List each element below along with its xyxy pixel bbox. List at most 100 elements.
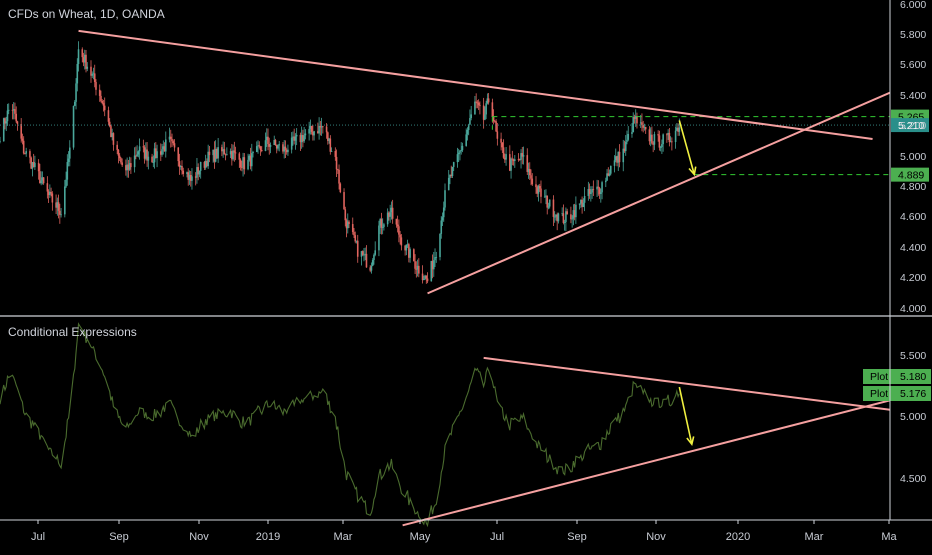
candle-body	[355, 240, 358, 242]
candle-body	[224, 154, 227, 156]
candle-body	[391, 207, 394, 219]
candle-body	[353, 232, 355, 236]
candle-body	[459, 150, 461, 153]
candle-body	[40, 180, 42, 184]
candle-body	[335, 156, 338, 170]
candle-body	[329, 138, 332, 152]
candle-body	[626, 139, 628, 142]
candle-body	[107, 110, 110, 122]
candle-body	[268, 144, 271, 147]
candle-body	[232, 150, 234, 160]
candle-body	[98, 89, 101, 96]
indicator-trendline[interactable]	[483, 356, 891, 411]
candle-body	[624, 141, 627, 152]
candle-body	[304, 133, 307, 136]
candle-body	[127, 164, 130, 170]
candle-body	[31, 161, 34, 169]
candle-body	[142, 146, 145, 148]
candle-body	[381, 226, 384, 228]
candle-body	[476, 102, 479, 104]
candle-body	[365, 253, 368, 268]
x-tick-label: Nov	[189, 531, 209, 543]
candle-body	[258, 145, 261, 147]
candle-body	[49, 191, 51, 196]
candle-body	[221, 147, 223, 152]
candle-body	[153, 148, 156, 163]
candle-body	[50, 191, 52, 194]
candle-body	[678, 127, 681, 132]
candle-body	[388, 212, 390, 217]
candle-body	[676, 127, 678, 131]
candle-body	[69, 147, 71, 159]
candle-body	[364, 253, 367, 255]
candle-body	[543, 196, 546, 198]
indicator-pane[interactable]: Plot 5.180 Plot 5.176	[0, 322, 931, 528]
candle-body	[530, 175, 532, 179]
candle-body	[83, 54, 86, 63]
price-tick-label: 5.200	[900, 120, 926, 132]
candle-body	[100, 95, 102, 101]
candle-body	[514, 159, 516, 162]
candle-body	[273, 139, 276, 146]
candle-body	[659, 147, 662, 148]
candle-body	[504, 157, 506, 160]
candle-body	[241, 167, 243, 169]
candle-body	[600, 192, 602, 194]
candle-body	[135, 155, 137, 157]
candle-body	[39, 171, 41, 184]
candle-body	[264, 140, 267, 152]
candle-body	[538, 185, 541, 189]
candle-body	[383, 224, 385, 227]
candle-body	[338, 169, 340, 184]
price-tick-label: 4.000	[900, 303, 926, 315]
candle-body	[188, 175, 191, 180]
candle-body	[546, 195, 549, 208]
projection-arrow[interactable]	[678, 120, 696, 175]
candle-body	[590, 192, 592, 194]
candle-body	[416, 265, 419, 270]
candle-body	[161, 149, 163, 155]
candle-body	[413, 249, 415, 262]
x-tick-label: 2019	[256, 531, 280, 543]
candle-body	[474, 101, 476, 115]
indicator-projection-arrow-head	[686, 436, 695, 447]
candle-body	[20, 124, 22, 139]
candle-body	[294, 136, 297, 141]
indicator-projection-arrow[interactable]	[678, 386, 693, 445]
candle-body	[155, 148, 157, 159]
candle-body	[562, 213, 565, 223]
candle-body	[34, 162, 36, 168]
candle-body	[404, 245, 406, 251]
candle-body	[238, 153, 241, 160]
candle-body	[356, 240, 359, 257]
candle-body	[614, 156, 617, 161]
price-tick-label: 4.400	[900, 242, 926, 254]
candle-body	[267, 136, 269, 145]
candle-body	[243, 157, 246, 170]
candle-body	[72, 105, 75, 148]
candle-body	[348, 221, 350, 225]
candle-body	[520, 153, 522, 160]
candle-body	[46, 183, 49, 192]
candle-body	[495, 121, 497, 132]
price-tick-label: 4.800	[900, 181, 926, 193]
candle-body	[64, 186, 66, 215]
candle-body	[199, 161, 202, 171]
trendline[interactable]	[427, 91, 891, 295]
price-tick-label: 4.200	[900, 272, 926, 284]
candle-body	[552, 199, 555, 217]
candle-body	[41, 177, 44, 181]
candle-body	[206, 160, 208, 167]
candle-body	[440, 220, 443, 234]
candle-body	[606, 173, 608, 181]
candle-body	[596, 186, 598, 190]
candle-body	[92, 73, 95, 75]
candle-body	[661, 144, 663, 148]
indicator-trendline[interactable]	[402, 399, 891, 527]
indicator-line[interactable]	[0, 322, 680, 528]
trendline[interactable]	[78, 29, 873, 140]
candle-body	[320, 126, 323, 128]
candle-body	[486, 98, 489, 104]
